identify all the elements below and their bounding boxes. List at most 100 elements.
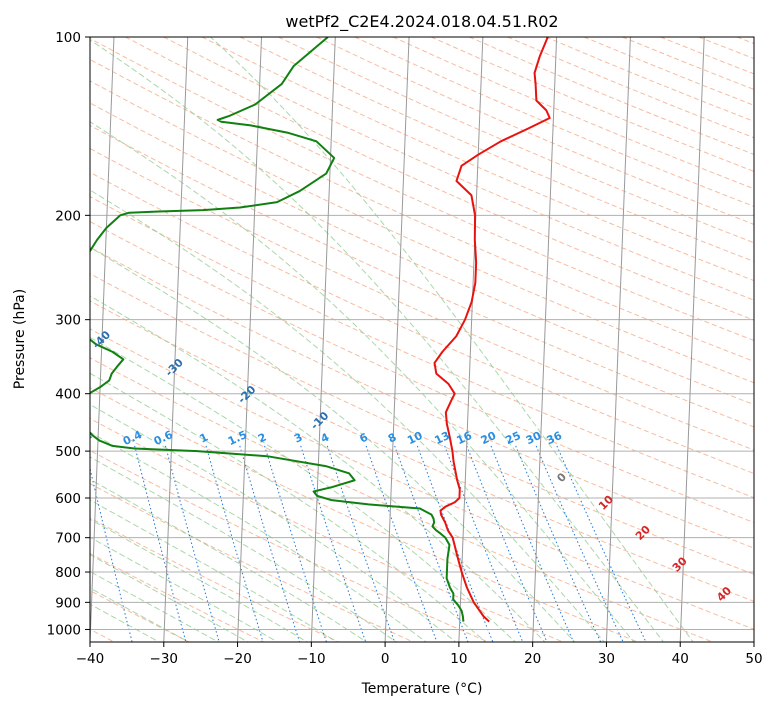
x-tick-label: 30 bbox=[598, 651, 615, 667]
x-tick-label: 10 bbox=[450, 651, 467, 667]
isotherm-line bbox=[237, 37, 263, 642]
mixing-ratio-line bbox=[515, 445, 602, 642]
isotherm-label: -20 bbox=[235, 383, 258, 406]
dry-adiabat-line bbox=[90, 147, 754, 451]
y-tick-label: 400 bbox=[55, 387, 81, 403]
isotherm-label: -30 bbox=[163, 356, 186, 379]
dry-adiabat-line bbox=[239, 37, 754, 263]
mixing-ratio-line bbox=[205, 445, 264, 642]
dry-adiabat-line bbox=[736, 37, 754, 45]
moist-adiabat-label: 20 bbox=[633, 523, 653, 543]
mixing-ratio-line bbox=[556, 445, 647, 642]
chart-title: wetPf2_C2E4.2024.018.04.51.R02 bbox=[285, 12, 558, 32]
dry-adiabat-line bbox=[90, 552, 265, 642]
dry-adiabat-line bbox=[90, 102, 754, 406]
mixing-ratio-label: 16 bbox=[455, 429, 475, 447]
moist-adiabat-label: 30 bbox=[670, 554, 690, 574]
y-tick-label: 700 bbox=[55, 531, 81, 547]
mixing-ratio-label: 10 bbox=[405, 429, 425, 447]
plot-area: -100-90-80-70-60-50-40-30-20-10 0.10.20.… bbox=[24, 37, 754, 642]
dry-adiabat-line bbox=[583, 37, 754, 106]
dry-adiabat-line bbox=[90, 300, 754, 602]
mixing-ratio-label: 8 bbox=[386, 431, 398, 446]
mixing-ratio-line bbox=[416, 445, 494, 642]
isotherm-line bbox=[90, 37, 115, 642]
mixing-ratio-labels: 0.1 0.2 0.4 0.6 1 1.5 2 3 4 6 8 10 13 16 20 25 30 36 bbox=[24, 428, 565, 448]
dry-adiabat-line bbox=[392, 37, 754, 190]
x-axis-label: Temperature (°C) bbox=[361, 681, 483, 697]
x-tick-label: 40 bbox=[672, 651, 689, 667]
mixing-ratio-line bbox=[165, 445, 220, 642]
dry-adiabats bbox=[90, 37, 754, 642]
x-tick-label: −40 bbox=[76, 651, 105, 667]
y-axis-ticks: 100 200 300 400 500 600 700 800 900 1000 bbox=[47, 30, 90, 638]
x-tick-label: −20 bbox=[223, 651, 252, 667]
mixing-ratio-label: 0.1 bbox=[24, 428, 47, 448]
dry-adiabat-line bbox=[90, 196, 754, 499]
mixing-ratio-line bbox=[90, 466, 133, 642]
moist-adiabat-line bbox=[90, 554, 249, 642]
moist-adiabat-label: 0 bbox=[554, 470, 569, 485]
pressure-gridlines bbox=[90, 37, 754, 630]
dry-adiabat-line bbox=[125, 37, 754, 321]
dry-adiabat-line bbox=[545, 37, 754, 122]
isotherm-line bbox=[753, 629, 754, 642]
dry-adiabat-line bbox=[90, 171, 754, 475]
mixing-ratio-line bbox=[134, 445, 187, 642]
isotherm-line bbox=[310, 37, 336, 642]
mixing-ratio-line bbox=[535, 445, 624, 642]
moist-adiabat-line bbox=[90, 431, 427, 642]
isotherm-labels: -100-90-80-70-60-50-40-30-20-10 bbox=[90, 328, 332, 432]
dry-adiabat-line bbox=[90, 80, 754, 384]
dry-adiabat-line bbox=[316, 37, 754, 225]
dry-adiabat-line bbox=[90, 221, 754, 524]
y-tick-label: 100 bbox=[55, 30, 81, 46]
dry-adiabat-line bbox=[431, 37, 754, 172]
moist-adiabat-label: 10 bbox=[596, 492, 616, 512]
x-tick-label: 50 bbox=[745, 651, 762, 667]
mixing-ratio-line bbox=[300, 445, 367, 642]
mixing-ratio-line bbox=[326, 445, 396, 642]
mixing-ratio-label: 3 bbox=[292, 431, 304, 446]
dry-adiabat-line bbox=[90, 417, 565, 642]
dry-adiabat-line bbox=[507, 37, 754, 139]
plot-frame bbox=[89, 36, 755, 643]
mixing-ratio-line bbox=[394, 445, 469, 642]
mixing-ratio-line bbox=[239, 445, 301, 642]
isotherm-label: -40 bbox=[90, 328, 113, 351]
dewpoint-profile-line bbox=[90, 37, 465, 622]
mixing-ratio-label: 13 bbox=[433, 429, 452, 447]
moist-adiabat-line bbox=[90, 456, 398, 642]
dry-adiabat-line bbox=[698, 37, 754, 60]
moist-adiabat-line bbox=[210, 37, 694, 642]
y-tick-label: 800 bbox=[55, 565, 81, 581]
dry-adiabat-line bbox=[90, 273, 754, 575]
dry-adiabat-line bbox=[90, 449, 490, 642]
dry-adiabat-line bbox=[90, 328, 754, 630]
dry-adiabat-line bbox=[90, 246, 754, 549]
x-axis-ticks: −40 −30 −20 −10 0 10 20 30 40 50 bbox=[76, 642, 763, 667]
profile-series bbox=[90, 37, 551, 623]
y-axis-label: Pressure (hPa) bbox=[12, 289, 28, 389]
dry-adiabat-line bbox=[660, 37, 754, 75]
moist-adiabat-line bbox=[90, 499, 338, 642]
mixing-ratio-line bbox=[466, 445, 548, 642]
mixing-ratio-label: 36 bbox=[545, 429, 565, 447]
mixing-ratio-line bbox=[490, 445, 575, 642]
isotherm-line bbox=[605, 37, 631, 642]
mixing-ratio-label: 0.2 bbox=[71, 428, 94, 448]
dry-adiabat-line bbox=[354, 37, 754, 207]
mixing-ratio-label: 20 bbox=[479, 429, 499, 447]
isotherm-line bbox=[532, 37, 558, 642]
dry-adiabat-line bbox=[201, 37, 754, 282]
moist-adiabat-line bbox=[90, 39, 665, 642]
isotherm-line bbox=[679, 37, 705, 642]
isotherms bbox=[90, 37, 754, 642]
x-tick-label: 0 bbox=[381, 651, 390, 667]
moist-adiabat-line bbox=[90, 246, 576, 642]
mixing-ratio-line bbox=[365, 445, 438, 642]
mixing-ratio-label: 0.4 bbox=[121, 428, 144, 448]
y-tick-label: 1000 bbox=[47, 622, 81, 638]
